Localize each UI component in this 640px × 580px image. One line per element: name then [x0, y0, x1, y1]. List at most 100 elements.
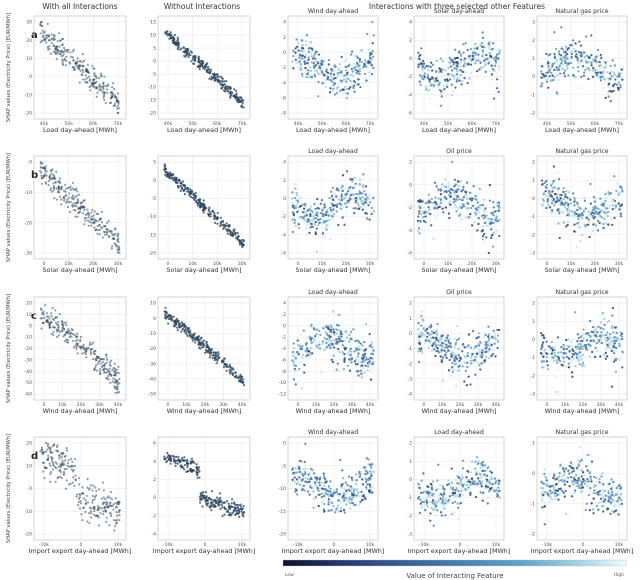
data-point	[584, 226, 587, 229]
data-point	[324, 331, 327, 334]
ytick-label: -20	[24, 346, 32, 352]
data-point	[453, 337, 456, 340]
data-point	[454, 362, 457, 366]
data-point	[63, 322, 66, 325]
data-point	[542, 351, 546, 354]
data-point	[490, 78, 493, 81]
data-point	[335, 195, 338, 198]
data-point	[496, 48, 499, 51]
data-point	[84, 81, 87, 84]
data-point	[582, 74, 586, 77]
data-point	[617, 97, 620, 100]
data-point	[560, 346, 563, 349]
data-point	[164, 306, 167, 309]
data-point	[420, 47, 423, 50]
data-point	[566, 356, 569, 359]
data-point	[588, 56, 591, 60]
data-point	[463, 61, 467, 65]
data-point	[358, 348, 361, 351]
data-point	[417, 63, 420, 66]
data-point	[546, 183, 549, 186]
data-point	[575, 75, 579, 79]
data-point	[483, 212, 486, 216]
data-point	[594, 224, 598, 227]
data-point	[460, 197, 464, 200]
data-point	[588, 355, 592, 358]
ytick-label: -3	[530, 251, 535, 257]
data-point	[608, 72, 612, 75]
data-point	[291, 360, 295, 363]
data-point	[551, 210, 554, 214]
data-point	[451, 69, 454, 72]
data-point	[467, 62, 470, 65]
data-point	[560, 58, 563, 61]
data-point	[540, 65, 543, 68]
data-point	[340, 203, 343, 206]
data-point	[562, 63, 565, 66]
data-point	[540, 339, 544, 342]
data-point	[225, 369, 228, 372]
panel-xlabel: Load day-ahead [MWh]	[296, 126, 370, 134]
data-point	[338, 202, 341, 205]
data-point	[329, 237, 332, 240]
data-point	[332, 212, 335, 216]
data-point	[478, 58, 482, 62]
xtick-label: 10k	[567, 261, 576, 267]
data-point	[86, 208, 89, 211]
data-point	[439, 203, 442, 206]
data-point	[295, 39, 298, 43]
data-point	[213, 77, 216, 80]
data-point	[111, 380, 114, 383]
data-point	[482, 59, 486, 62]
data-point	[303, 371, 306, 374]
data-point	[576, 333, 579, 336]
data-point	[594, 335, 598, 338]
data-point	[90, 516, 93, 519]
data-point	[619, 331, 622, 334]
data-point	[606, 71, 609, 74]
data-point	[344, 200, 348, 203]
data-point	[242, 238, 245, 242]
data-point	[81, 345, 84, 348]
data-point	[365, 212, 369, 215]
data-point	[296, 45, 299, 48]
data-point	[99, 226, 102, 229]
data-point	[545, 52, 548, 56]
data-point	[460, 206, 463, 209]
xtick-label: 20k	[77, 402, 86, 408]
xtick-label: 30k	[95, 402, 104, 408]
data-point	[567, 345, 571, 348]
data-point	[475, 198, 478, 201]
data-point	[471, 329, 475, 333]
data-point	[418, 200, 421, 203]
data-point	[437, 197, 440, 200]
data-point	[301, 211, 305, 214]
data-point	[612, 89, 615, 93]
ytick-label: 1	[532, 178, 535, 184]
data-point	[591, 229, 595, 233]
data-point	[184, 51, 187, 54]
data-point	[313, 52, 317, 55]
data-point	[588, 69, 591, 72]
data-point	[438, 88, 442, 92]
data-point	[478, 207, 481, 210]
data-point	[542, 203, 545, 206]
data-point	[480, 66, 483, 69]
data-point	[426, 73, 430, 76]
data-point	[565, 347, 568, 351]
data-point	[440, 338, 443, 341]
data-point	[481, 203, 484, 207]
data-point	[166, 315, 169, 319]
data-point	[225, 80, 228, 83]
data-point	[560, 62, 563, 65]
data-point	[330, 358, 333, 361]
data-point	[463, 361, 466, 364]
data-point	[222, 89, 226, 92]
data-point	[589, 319, 592, 323]
data-point	[600, 321, 603, 324]
data-point	[438, 340, 441, 343]
data-point	[485, 341, 488, 344]
data-point	[432, 348, 436, 351]
data-point	[102, 358, 106, 361]
